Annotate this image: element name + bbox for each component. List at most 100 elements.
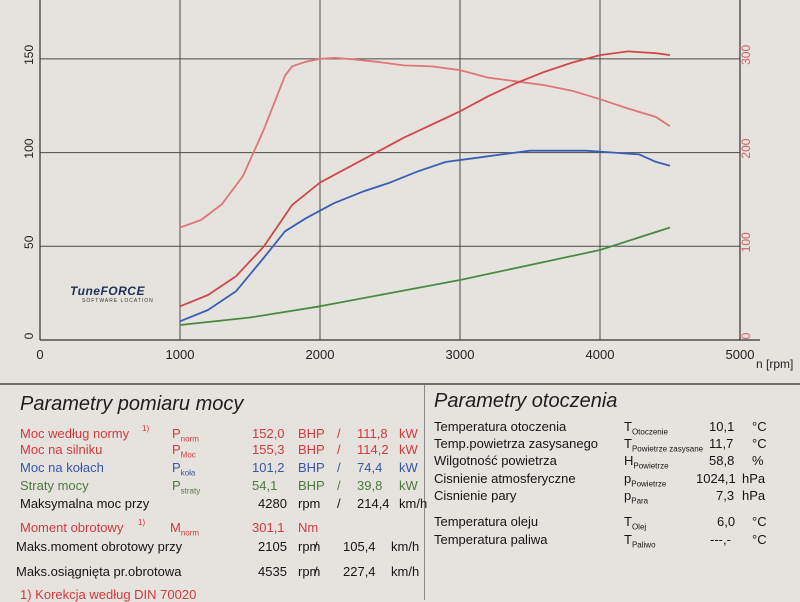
row-unit-2: kW [399,426,418,441]
row-label: Cisnienie atmosferyczne [434,471,576,486]
row-label: 1) Korekcja według DIN 70020 [20,587,197,602]
y-right-tick-label: 0 [739,332,753,339]
row-sup: 1) [138,518,146,527]
row-unit-2: kW [399,460,418,475]
row-label: Moment obrotowy [20,520,124,535]
row-value-1: 155,3 [252,442,285,457]
row-separator: / [314,564,318,579]
row-symbol: TPaliwo [624,532,656,550]
y-left-tick-label: 150 [22,45,36,65]
row-sup: 1) [142,424,150,433]
row-value-2: 74,4 [357,460,383,475]
row-symbol: Pkoła [172,460,196,478]
row-unit-2: kW [399,478,418,493]
row-symbol: Pstraty [172,478,201,496]
row-unit-1: rpm [298,564,321,579]
x-tick-label: 5000 [726,347,755,362]
series-line-0 [179,57,671,229]
x-axis-label: n [rpm] [756,357,793,371]
row-value-1: 2105 [258,539,287,554]
series-line-1 [179,50,671,308]
row-unit-1: rpm [298,539,321,554]
row-label: Maks.moment obrotowy przy [16,539,183,554]
row-label: Moc na silniku [20,442,103,457]
y-left-tick-label: 50 [22,235,36,249]
row-unit: °C [752,514,767,529]
row-unit-2: kW [399,442,418,457]
row-unit-2: km/h [391,564,420,579]
row-label: Moc według normy [20,426,130,441]
row-unit-2: km/h [391,539,420,554]
row-separator: / [337,460,341,475]
x-tick-label: 2000 [306,347,335,362]
row-value-1: 152,0 [252,426,285,441]
row-symbol: PMoc [172,442,196,460]
y-left-tick-label: 100 [22,138,36,158]
chart-labels: 0 1000 2000 3000 4000 5000 0 50 100 150 0 100 200 300… [22,45,793,371]
tuneforce-logo-subtitle: SOFTWARE LOCATION [82,298,154,304]
row-separator: / [314,539,318,554]
x-tick-label: 0 [36,347,43,362]
row-symbol: TOlej [624,514,647,532]
x-tick-label: 4000 [586,347,615,362]
row-label: Temperatura otoczenia [434,419,567,434]
row-unit: °C [752,419,767,434]
row-separator: / [337,442,341,457]
chart-grid [40,0,740,340]
row-label: Temp.powietrza zasysanego [434,436,599,451]
row-value-2: 39,8 [357,478,383,493]
row-value-1: 301,1 [252,520,285,535]
row-symbol: pPowietrze [624,471,667,489]
row-symbol: pPara [624,488,649,506]
row-unit: % [752,453,764,468]
row-symbol: Pnorm [172,426,199,444]
row-unit: hPa [742,471,766,486]
row-symbol: TOtoczenie [624,419,668,437]
row-label: Temperatura paliwa [434,532,548,547]
row-label: Straty mocy [20,478,89,493]
dyno-chart: 0 1000 2000 3000 4000 5000 0 50 100 150 0 100 200 300… [22,0,793,371]
row-unit-1: rpm [298,496,321,511]
row-unit-1: Nm [298,520,319,535]
chart-axes [39,0,760,341]
panel-divider [424,385,425,600]
row-value: 7,3 [716,488,735,503]
row-value-2: 214,4 [357,496,390,511]
ambient-params-title: Parametry otoczenia [434,390,618,412]
y-left-tick-label: 0 [22,332,36,339]
row-value: 10,1 [709,419,735,434]
series-line-3 [179,226,671,326]
x-tick-label: 1000 [166,347,195,362]
row-unit: °C [752,436,767,451]
y-right-tick-label: 100 [739,232,753,252]
row-value: 1024,1 [696,471,736,486]
row-value-2: 114,2 [357,442,389,457]
tuneforce-logo: TuneFORCE [70,284,145,298]
row-label: Moc na kołach [20,460,104,475]
row-value-1: 4535 [258,564,287,579]
row-separator: / [337,478,341,493]
section-divider [0,383,800,385]
row-symbol: Mnorm [170,520,200,538]
row-value-2: 111,8 [357,426,388,441]
row-label: Wilgotność powietrza [434,453,557,468]
row-unit: °C [752,532,767,547]
row-unit-1: BHP [298,442,325,457]
power-params-title: Parametry pomiaru mocy [20,393,244,415]
row-label: Maksymalna moc przy [20,496,150,511]
row-value-1: 101,2 [252,460,285,475]
y-right-tick-label: 200 [739,138,753,158]
chart-series [179,50,671,326]
row-value-1: 54,1 [252,478,278,493]
row-value: 11,7 [709,436,734,451]
x-tick-label: 3000 [446,347,475,362]
row-unit-1: BHP [298,460,325,475]
row-value-1: 4280 [258,496,287,511]
row-label: Cisnienie pary [434,488,517,503]
row-value: 58,8 [709,453,735,468]
row-value-2: 105,4 [343,539,376,554]
row-label: Maks.osiągnięta pr.obrotowa [16,564,182,579]
row-unit-1: BHP [298,478,325,493]
series-line-2 [179,149,671,323]
row-value-2: 227,4 [343,564,376,579]
